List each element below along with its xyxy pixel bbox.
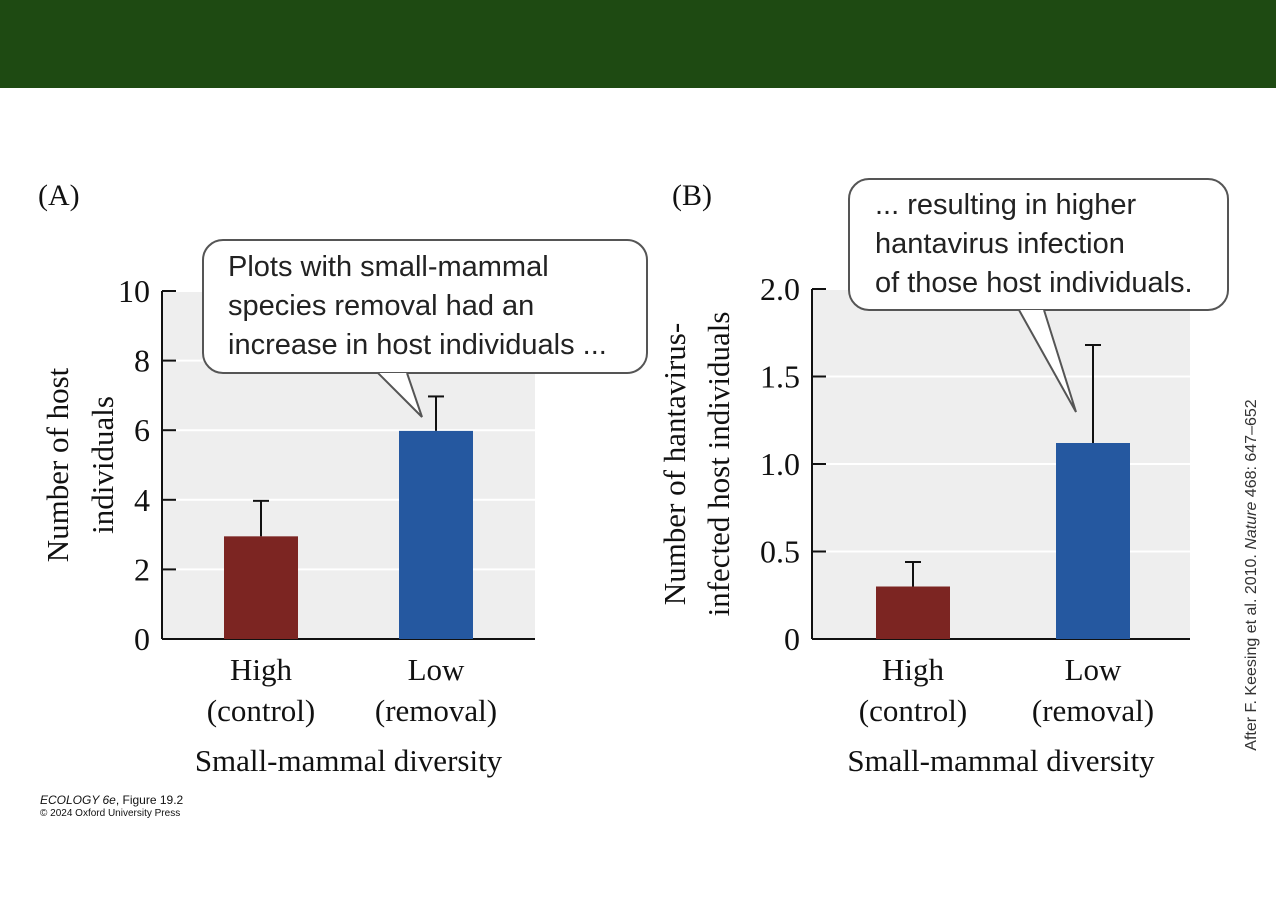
y-tick-label: 0 <box>784 621 800 657</box>
y-axis-title: Number of hantavirus-infected host indiv… <box>657 312 736 617</box>
x-category-label: Low <box>408 652 465 687</box>
bar <box>876 586 950 639</box>
chart-panel-a: (A) 0 2 4 6 8 10 High (control) Low (removal) Small… <box>38 179 648 778</box>
callout-text: species removal had an <box>228 290 534 322</box>
callout-text: of those host individuals. <box>875 267 1193 299</box>
y-tick-label: 2 <box>134 551 150 587</box>
footer-book: ECOLOGY 6e <box>40 793 116 807</box>
figure-footer: ECOLOGY 6e, Figure 19.2 © 2024 Oxford Un… <box>40 793 184 819</box>
x-category-label: Low <box>1065 652 1122 687</box>
x-category-label: (removal) <box>375 693 497 728</box>
x-axis-title: Small-mammal diversity <box>847 743 1155 778</box>
credit-after: 468: 647–652 <box>1243 399 1260 502</box>
callout-tail <box>1018 309 1077 413</box>
x-category-label: High <box>882 652 945 687</box>
y-tick-label: 0.5 <box>760 534 800 570</box>
y-tick-label: 1.5 <box>760 359 800 395</box>
x-category-label: (control) <box>859 693 967 728</box>
callout-text: increase in host individuals ... <box>228 329 607 361</box>
panel-label: (A) <box>38 179 80 212</box>
footer-figure: , Figure 19.2 <box>115 793 184 807</box>
bar <box>224 536 298 639</box>
source-credit: After F. Keesing et al. 2010. Nature 468… <box>1243 399 1261 750</box>
y-axis-title-line: Number of hantavirus- <box>657 323 692 605</box>
y-tick-label: 4 <box>134 482 150 518</box>
callout-text: ... resulting in higher <box>875 189 1136 221</box>
y-tick-label: 8 <box>134 343 150 379</box>
y-tick-label: 2.0 <box>760 271 800 307</box>
x-category-label: (control) <box>207 693 315 728</box>
y-tick-label: 0 <box>134 621 150 657</box>
y-axis-title-line: infected host individuals <box>701 312 736 617</box>
bar <box>399 430 473 639</box>
footer-copyright: © 2024 Oxford University Press <box>40 807 181 819</box>
credit-before: After F. Keesing et al. 2010. <box>1243 549 1260 751</box>
bar <box>1056 443 1130 639</box>
credit-journal: Nature <box>1243 501 1260 550</box>
x-category-label: (removal) <box>1032 693 1154 728</box>
y-tick-label: 6 <box>134 412 150 448</box>
y-axis-title: Number of host individuals <box>40 367 120 562</box>
callout-text: Plots with small-mammal <box>228 251 549 283</box>
callout-box <box>202 239 648 374</box>
callout-tail <box>377 372 423 418</box>
callout-text: hantavirus infection <box>875 228 1125 260</box>
y-axis-title-line: individuals <box>85 396 120 534</box>
y-tick-label: 10 <box>118 273 150 309</box>
x-category-label: High <box>230 652 293 687</box>
y-tick-label: 1.0 <box>760 446 800 482</box>
panel-label: (B) <box>672 179 712 212</box>
y-axis-title-line: Number of host <box>40 367 75 562</box>
header-bar <box>0 0 1276 88</box>
x-axis-title: Small-mammal diversity <box>195 743 503 778</box>
chart-panel-b: (B) 0 0.5 1.0 1.5 2.0 High (control) Low (removal… <box>657 178 1229 778</box>
